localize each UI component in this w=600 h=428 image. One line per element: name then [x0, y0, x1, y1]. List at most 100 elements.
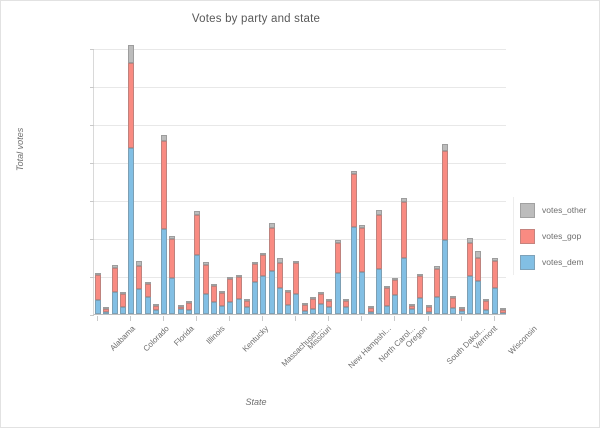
bar-segment-other: [334, 240, 341, 243]
bar-segment-dem: [194, 255, 201, 314]
bar-segment-gop: [194, 214, 201, 256]
bar-segment-dem: [276, 288, 283, 314]
bar-segment-other: [450, 295, 457, 299]
bar-segment-gop: [442, 151, 449, 241]
bar-segment-gop: [243, 300, 250, 308]
bar-segment-gop: [384, 288, 391, 307]
legend-item[interactable]: votes_gop: [520, 223, 599, 249]
bar-segment-dem: [384, 306, 391, 314]
bar-segment-dem: [293, 293, 300, 314]
bar-segment-dem: [152, 309, 159, 314]
legend: votes_other votes_gop votes_dem: [513, 197, 599, 275]
bar-segment-gop: [326, 300, 333, 308]
gridline: [94, 239, 506, 240]
y-axis-title: Total votes: [15, 127, 25, 171]
bar-segment-gop: [458, 308, 465, 311]
bar-segment-other: [128, 44, 135, 63]
bar-segment-dem: [128, 147, 135, 314]
bar-segment-other: [152, 304, 159, 307]
bar-segment-dem: [400, 258, 407, 314]
bar-segment-other: [227, 277, 234, 280]
bar-segment-gop: [111, 268, 118, 292]
bar-segment-dem: [326, 307, 333, 314]
y-tick-mark: [90, 163, 94, 164]
bar-segment-other: [367, 306, 374, 309]
bar-segment-other: [268, 222, 275, 228]
bar-segment-gop: [235, 276, 242, 300]
bar-segment-other: [219, 291, 226, 294]
bar-segment-gop: [301, 305, 308, 311]
y-tick-mark: [90, 125, 94, 126]
legend-item[interactable]: votes_dem: [520, 249, 599, 275]
bar-segment-dem: [136, 288, 143, 314]
y-tick-mark: [90, 201, 94, 202]
x-tick-label: Colorado: [141, 324, 171, 354]
bar-segment-gop: [309, 299, 316, 309]
bar-segment-other: [144, 282, 151, 285]
bar-segment-gop: [351, 173, 358, 228]
bar-segment-dem: [375, 268, 382, 314]
bar-segment-gop: [276, 262, 283, 289]
bar-segment-other: [318, 292, 325, 295]
bar-segment-other: [458, 306, 465, 309]
legend-item[interactable]: votes_other: [520, 197, 599, 223]
bar-segment-dem: [95, 300, 102, 314]
bar-segment-other: [466, 238, 473, 243]
bar-segment-gop: [210, 286, 217, 302]
bar-segment-gop: [475, 257, 482, 281]
bar-segment-other: [491, 257, 498, 262]
gridline: [94, 125, 506, 126]
bar-segment-other: [161, 135, 168, 141]
bar-segment-dem: [442, 240, 449, 314]
bar-segment-dem: [475, 280, 482, 314]
bar-segment-other: [293, 260, 300, 264]
bar-segment-gop: [417, 275, 424, 298]
y-tick-mark: [90, 87, 94, 88]
bar-segment-dem: [202, 294, 209, 314]
x-tick-mark: [394, 316, 396, 321]
bar-segment-dem: [103, 311, 110, 314]
plot-area: [90, 44, 506, 316]
x-tick-mark: [262, 316, 264, 321]
bar-segment-gop: [450, 298, 457, 309]
bar-segment-other: [185, 300, 192, 303]
x-tick-mark: [196, 316, 198, 321]
bar-segment-dem: [243, 307, 250, 314]
gridline: [94, 87, 506, 88]
bar-segment-other: [243, 298, 250, 301]
bar-segment-dem: [334, 273, 341, 314]
bar-segment-other: [260, 252, 267, 256]
bar-segment-gop: [375, 214, 382, 269]
bar-segment-gop: [136, 265, 143, 289]
bar-segment-dem: [210, 301, 217, 314]
x-tick-label: Massachuset...: [280, 324, 325, 369]
gridline: [94, 49, 506, 50]
bar-segment-other: [392, 277, 399, 281]
bar-segment-other: [169, 235, 176, 239]
legend-label: votes_gop: [542, 231, 582, 241]
bar-segment-dem: [367, 312, 374, 314]
x-tick-label: Wisconsin: [506, 324, 539, 357]
bar-segment-dem: [450, 308, 457, 314]
x-axis-title: State: [245, 397, 267, 407]
bar-segment-gop: [466, 242, 473, 277]
x-tick-label: Florida: [172, 324, 197, 348]
bar-segment-dem: [301, 310, 308, 314]
bar-segment-other: [326, 298, 333, 301]
bar-segment-dem: [483, 310, 490, 314]
bar-segment-dem: [227, 302, 234, 314]
bar-segment-gop: [219, 293, 226, 306]
bar-segment-dem: [268, 270, 275, 314]
bar-segment-gop: [169, 238, 176, 279]
bar-segment-gop: [268, 227, 275, 271]
bar-segment-other: [375, 209, 382, 215]
gridline: [94, 277, 506, 278]
legend-swatch-dem: [520, 254, 535, 270]
bar-segment-dem: [491, 287, 498, 314]
bar-segment-other: [210, 284, 217, 287]
bar-segment-dem: [342, 306, 349, 314]
gridline: [94, 163, 506, 164]
bar-segment-other: [309, 297, 316, 300]
y-tick-mark: [90, 239, 94, 240]
